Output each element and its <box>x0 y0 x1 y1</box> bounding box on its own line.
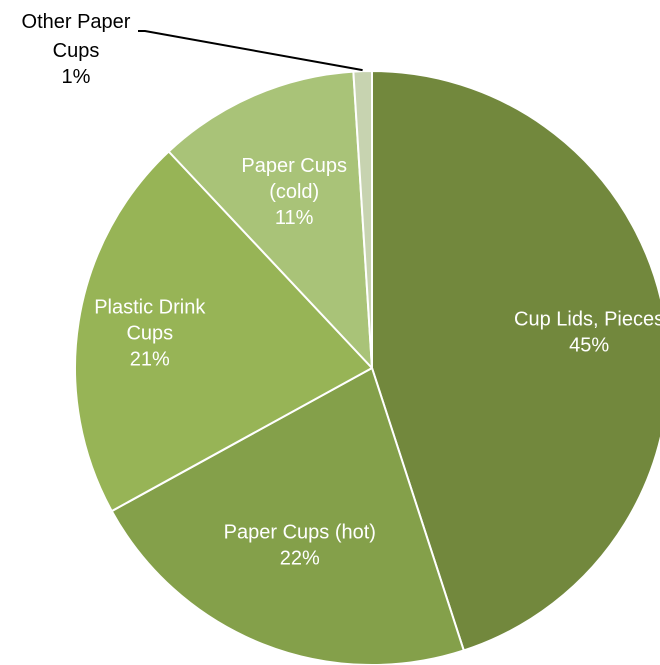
slice-data-label-line: 45% <box>569 335 609 357</box>
slice-data-label-line: Cups <box>126 323 173 345</box>
slice-data-label-line: Cup Lids, Pieces <box>514 309 660 331</box>
slice-data-label-line: Paper Cups <box>241 155 347 177</box>
slice-data-label-line: 21% <box>130 349 170 371</box>
pie-labels: Cup Lids, Pieces 45% Paper Cups (hot) 22% Pl… <box>22 11 660 569</box>
slice-data-label-line: (cold) <box>269 181 319 203</box>
pie-slice <box>74 150 373 513</box>
pie-slices <box>74 70 660 665</box>
slice-data-label-line: 1% <box>62 66 91 88</box>
pie-slice <box>110 367 465 665</box>
pie-slice <box>352 70 373 369</box>
slice-data-label-line: 22% <box>280 547 320 569</box>
slice-data-label: Paper Cups (cold) 11% <box>241 155 347 229</box>
slice-data-label: Plastic Drink Cups 21% <box>94 297 206 371</box>
leader-line <box>138 30 363 72</box>
slice-data-label: Cup Lids, Pieces 45% <box>514 309 660 357</box>
pie-slice <box>371 70 660 652</box>
slice-data-label: Paper Cups (hot) 22% <box>224 521 376 569</box>
pie-slice <box>167 70 373 369</box>
slice-data-label-line: Other Paper <box>22 11 131 33</box>
slice-data-label-line: 11% <box>275 207 314 229</box>
slice-data-label-line: Paper Cups (hot) <box>224 521 376 543</box>
slice-data-label-line: Plastic Drink <box>94 297 206 319</box>
slice-data-label: Other Paper Cups 1% <box>22 11 131 88</box>
slice-data-label-line: Cups <box>53 40 100 62</box>
